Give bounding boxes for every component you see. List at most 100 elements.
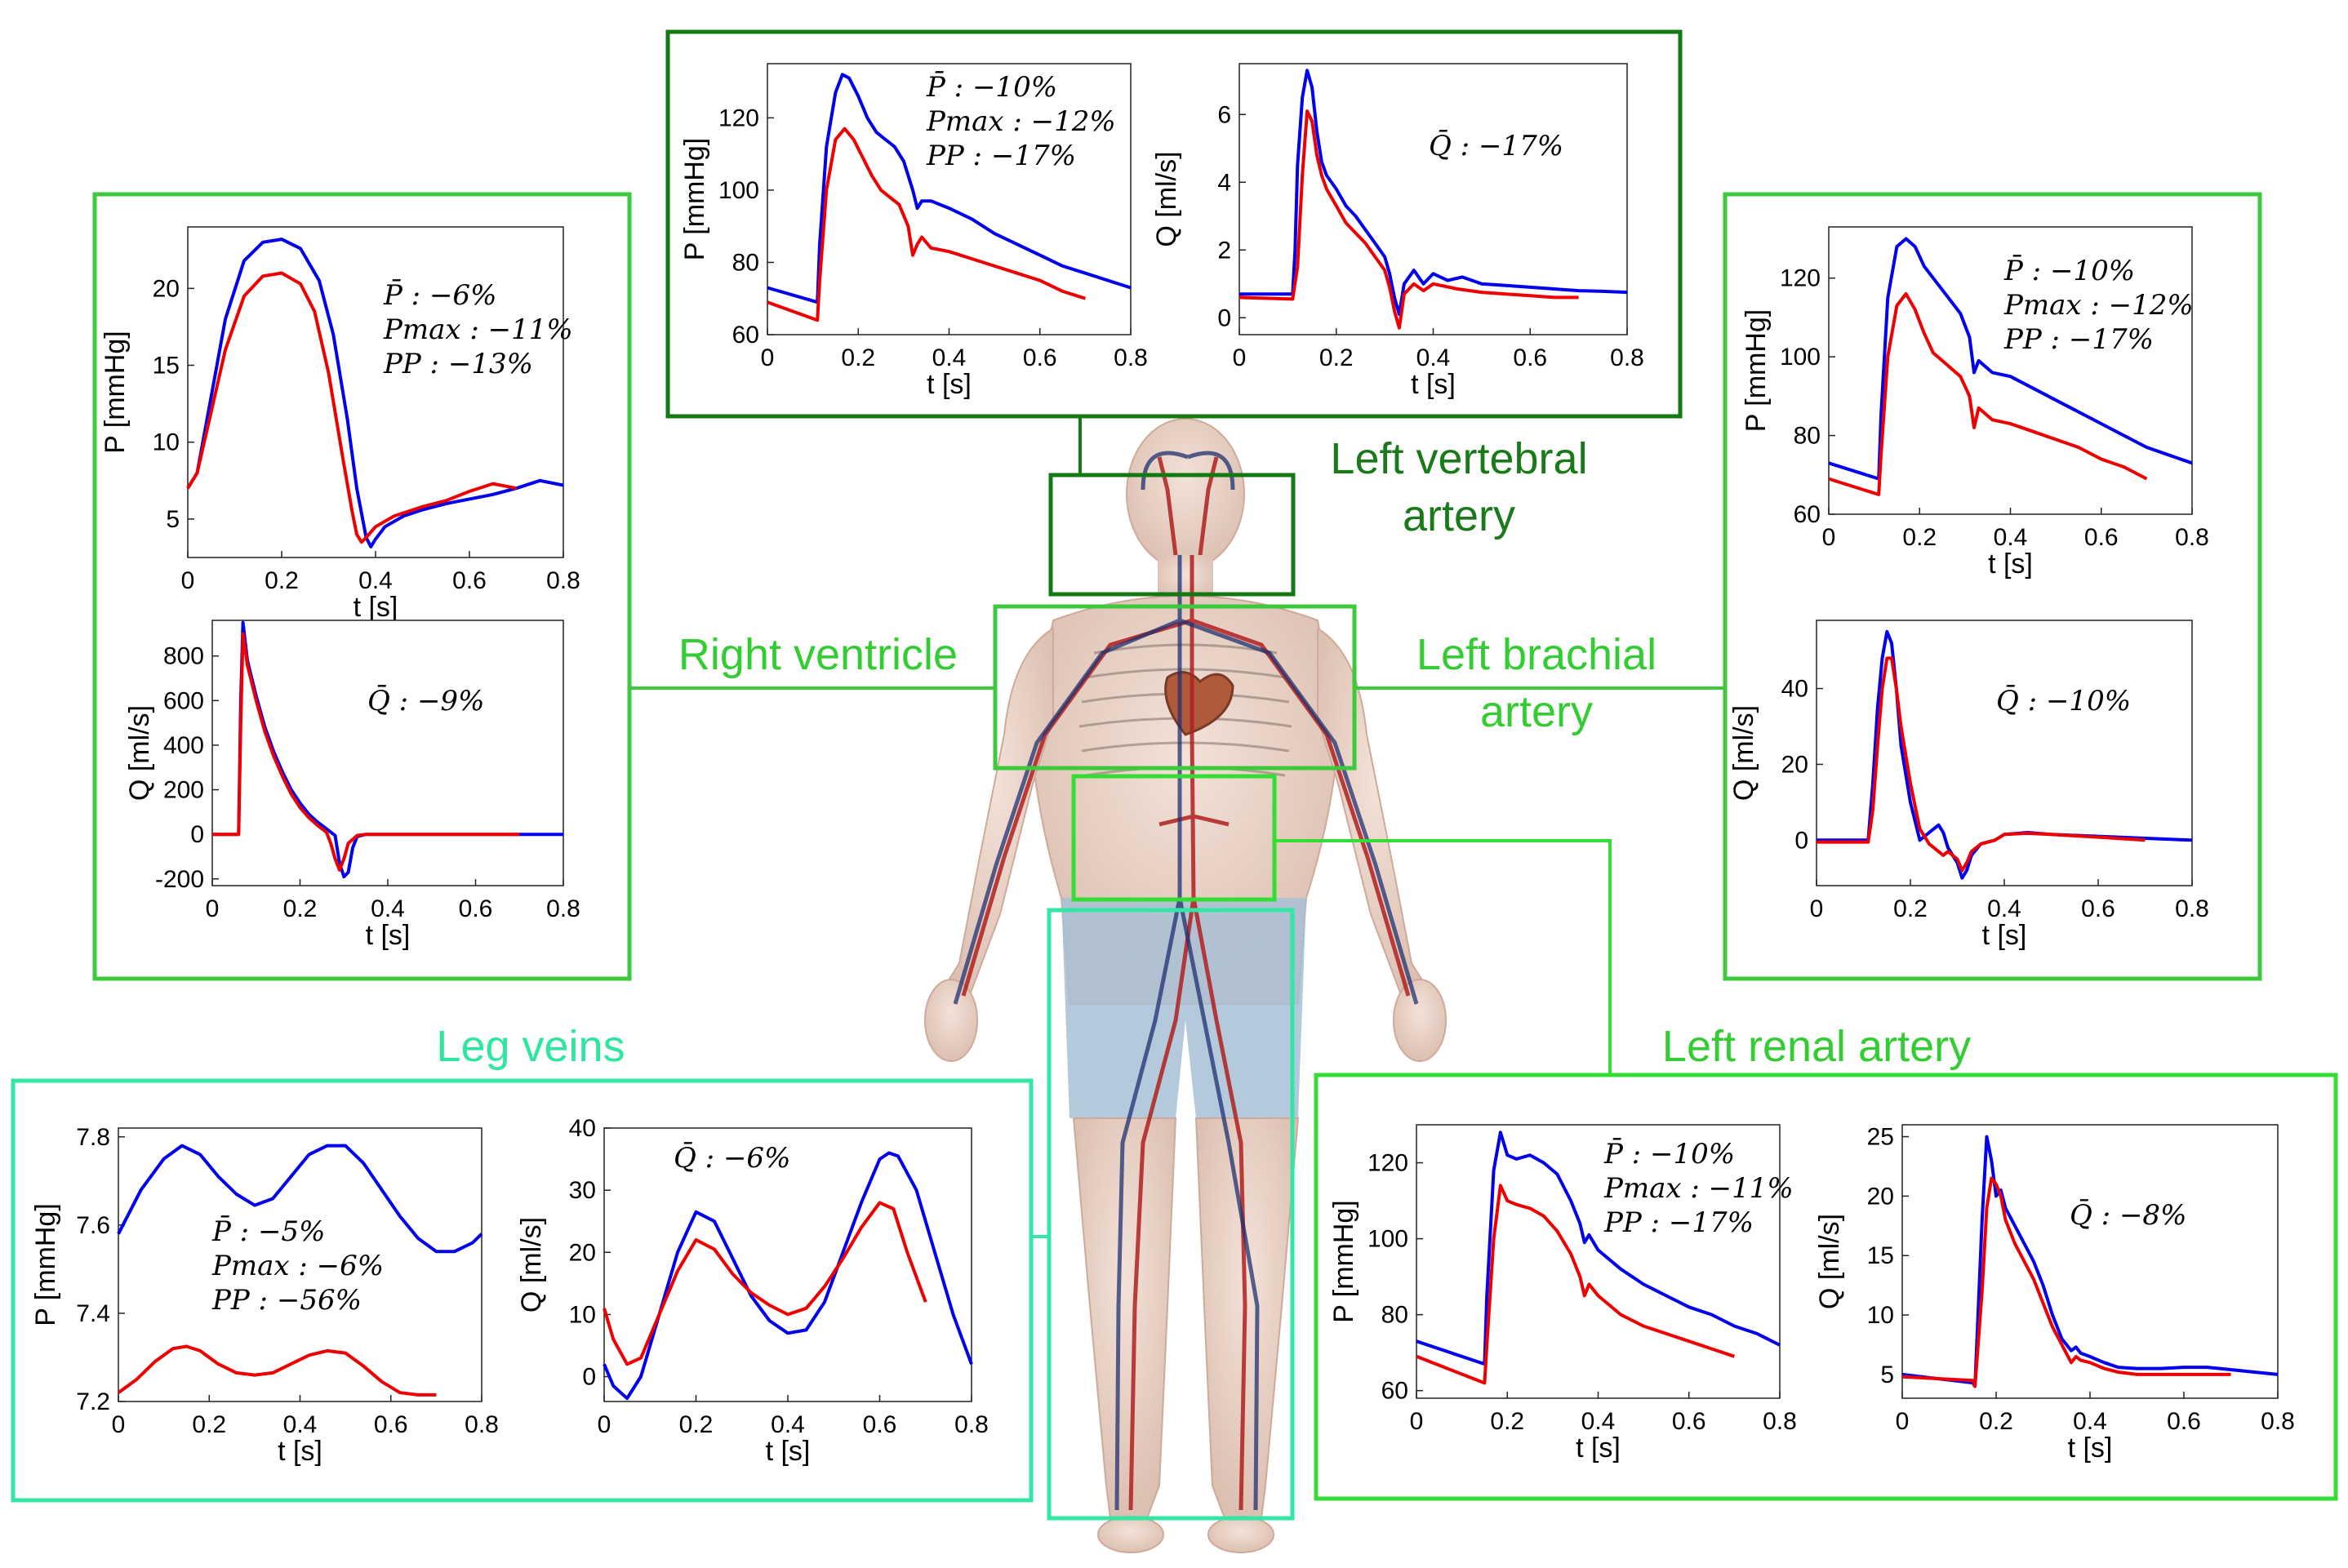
y-axis-label: P [mmHg] [100, 331, 131, 454]
plot-area [1816, 620, 2193, 886]
x-tick-label: 0.4 [1416, 344, 1451, 371]
stat-annotation: PP : −13% [383, 348, 533, 380]
stat-annotation: PP : −56% [211, 1284, 362, 1317]
y-axis-label: P [mmHg] [1328, 1200, 1359, 1323]
series-line-red [1416, 1184, 1736, 1385]
y-tick-label: 80 [732, 249, 759, 276]
x-tick-label: 0.6 [2081, 895, 2115, 922]
y-tick-label: 15 [1867, 1242, 1894, 1269]
x-tick-label: 0 [1233, 344, 1247, 371]
y-tick-label: 0 [582, 1364, 596, 1391]
x-axis-label: t [s] [766, 1436, 811, 1467]
stat-annotation: Q̄ : −17% [1429, 129, 1563, 162]
y-tick-label: 10 [1867, 1302, 1894, 1329]
stat-annotation: Pmax : −11% [383, 313, 573, 346]
stat-annotation: PP : −17% [926, 140, 1076, 172]
label-left-brachial-line1: Left brachial [1416, 630, 1656, 679]
x-axis-label: t [s] [366, 920, 411, 951]
body-shorts [1061, 898, 1306, 1118]
panel-frame-left-brachial [1723, 192, 2262, 981]
x-tick-label: 0 [1896, 1408, 1910, 1435]
chart-left-renal-pressure: 0 0.2 0.4 0.6 0.8 60 80 100 120 t [s] P [mmHg] P̄ :… [1328, 1124, 1797, 1464]
label-left-vertebral-line1: Left vertebral [1330, 434, 1587, 483]
x-tick-label: 0.2 [192, 1411, 226, 1438]
stat-annotation: Q̄ : −8% [2070, 1198, 2186, 1232]
stat-annotation: Pmax : −12% [926, 105, 1116, 138]
x-tick-label: 0.4 [2073, 1408, 2107, 1435]
y-tick-label: 120 [718, 104, 759, 131]
plot-area [1416, 1124, 1781, 1399]
body-right-foot [1097, 1516, 1164, 1553]
series-line-blue [767, 73, 1132, 304]
panel-frame-left-vertebral [665, 29, 1683, 419]
label-left-brachial-line2: artery [1480, 687, 1593, 736]
body-veins [953, 451, 1419, 1511]
stat-annotation: P̄ : −6% [383, 278, 496, 312]
y-tick-label: 7.2 [76, 1388, 110, 1415]
x-axis-label: t [s] [927, 369, 972, 400]
x-tick-label: 0.4 [1994, 524, 2028, 551]
y-tick-label: 0 [1794, 827, 1808, 854]
y-tick-label: 7.4 [76, 1300, 110, 1327]
series-line-blue [1239, 69, 1628, 317]
chart-left-vertebral-flow: 0 0.2 0.4 0.6 0.8 0 2 4 6 t [s] Q [ml/s] Q̄ : −17% [1151, 63, 1644, 400]
region-box-leg-veins [1047, 908, 1295, 1521]
series-line-red [1817, 656, 2146, 873]
label-leg-veins: Leg veins [436, 1022, 625, 1071]
series-line-red [186, 271, 517, 544]
stat-annotation: Pmax : −6% [211, 1250, 384, 1282]
y-tick-label: 40 [1781, 676, 1808, 703]
x-tick-label: 0.2 [265, 567, 299, 594]
y-tick-label: 7.8 [76, 1124, 110, 1151]
y-tick-label: 7.6 [76, 1212, 110, 1239]
x-tick-label: 0.4 [283, 1411, 318, 1438]
x-tick-label: 0.6 [1672, 1408, 1706, 1435]
plot-area [187, 226, 564, 558]
y-axis-label: Q [ml/s] [516, 1217, 547, 1313]
x-tick-label: 0.2 [679, 1411, 714, 1438]
x-axis-label: t [s] [1411, 369, 1456, 400]
stat-annotation: P̄ : −10% [1603, 1137, 1735, 1170]
region-box-left-renal [1071, 774, 1277, 902]
stat-annotation: Pmax : −11% [1603, 1172, 1794, 1205]
x-tick-label: 0.6 [1023, 344, 1057, 371]
series-line-blue [1416, 1130, 1781, 1366]
y-tick-label: 60 [732, 322, 759, 349]
x-tick-label: 0.4 [771, 1411, 805, 1438]
series-line-red [1828, 292, 2148, 496]
series-line-red [117, 1344, 437, 1397]
x-tick-label: 0.8 [546, 895, 580, 922]
y-axis-label: Q [ml/s] [1728, 705, 1759, 801]
series-line-blue [1901, 1135, 2279, 1388]
stat-annotation: PP : −17% [1603, 1206, 1754, 1239]
x-tick-label: 0.6 [459, 895, 493, 922]
x-tick-label: 0.6 [2084, 524, 2119, 551]
x-tick-label: 0.6 [863, 1411, 897, 1438]
connector-lines [629, 416, 1725, 1238]
x-tick-label: 0.6 [2167, 1408, 2201, 1435]
y-tick-label: 5 [166, 506, 180, 533]
x-tick-label: 0.6 [452, 567, 487, 594]
human-body-illustration [924, 418, 1447, 1553]
y-tick-label: 120 [1367, 1150, 1408, 1177]
panel-frame-right-ventricle [92, 192, 632, 981]
y-axis-label: P [mmHg] [30, 1203, 61, 1326]
x-tick-label: 0.8 [2175, 524, 2209, 551]
y-tick-label: 0 [1217, 304, 1231, 331]
y-tick-label: 400 [163, 732, 204, 759]
body-heart [1164, 671, 1234, 736]
body-left-foot [1207, 1516, 1274, 1553]
chart-left-brachial-flow: 0 0.2 0.4 0.6 0.8 0 20 40 t [s] Q [ml/s] Q̄ : −10% [1728, 620, 2209, 951]
label-right-ventricle: Right ventricle [678, 630, 958, 679]
stat-annotation: PP : −17% [2003, 323, 2154, 356]
y-tick-label: 100 [718, 177, 759, 204]
series-line-blue [117, 1144, 483, 1254]
x-tick-label: 0 [112, 1411, 126, 1438]
panel-frame-leg-veins [11, 1078, 1034, 1503]
region-box-left-vertebral [1048, 473, 1296, 597]
y-axis-label: Q [ml/s] [124, 705, 155, 801]
x-axis-label: t [s] [1576, 1433, 1621, 1464]
x-tick-label: 0.2 [841, 344, 875, 371]
